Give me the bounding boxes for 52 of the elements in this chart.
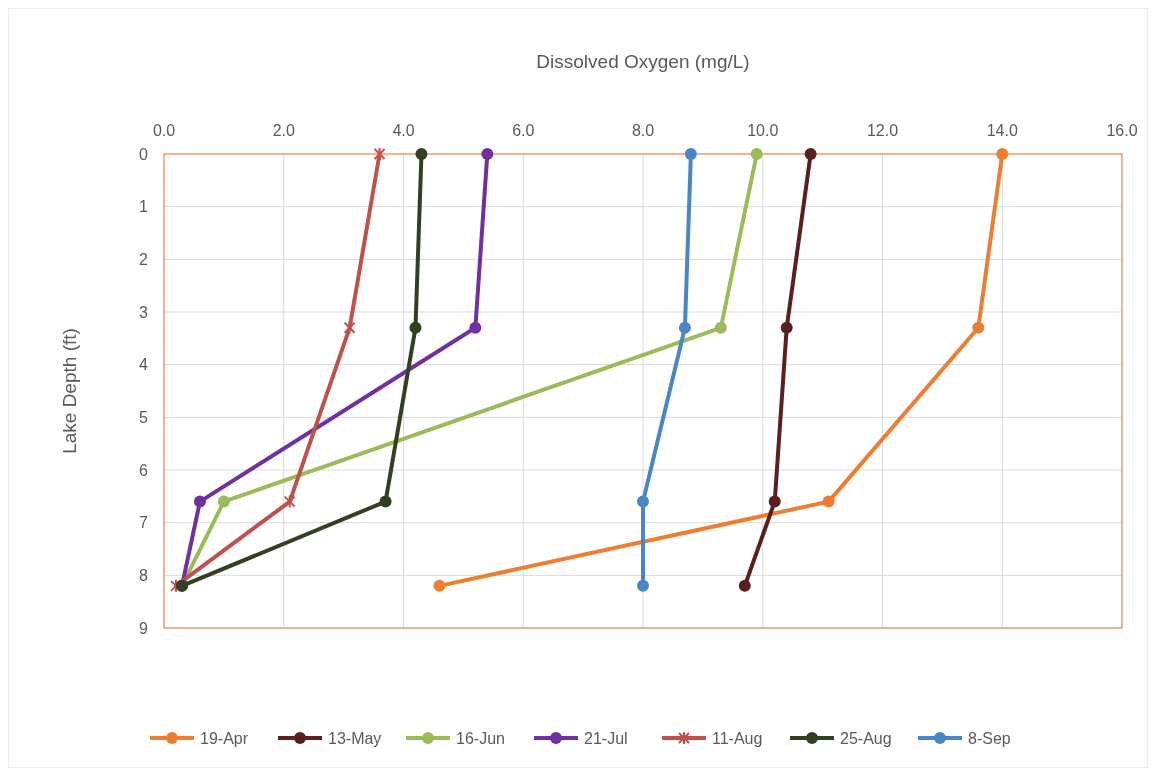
point — [750, 148, 763, 160]
y-axis-title: Lake Depth (ft) — [59, 328, 80, 454]
legend-label: 11-Aug — [712, 729, 763, 747]
y-tick-label: 8 — [139, 566, 149, 584]
point — [822, 495, 835, 508]
point — [415, 148, 428, 160]
point — [409, 321, 422, 334]
point — [379, 495, 392, 508]
point — [637, 579, 649, 592]
legend-label: 8-Sep — [968, 729, 1011, 747]
point — [193, 495, 206, 508]
point — [972, 321, 985, 334]
y-tick-label: 5 — [139, 408, 149, 426]
point — [996, 148, 1009, 160]
point — [433, 579, 446, 592]
point — [217, 495, 230, 508]
legend-label: 19-Apr — [200, 729, 249, 747]
point — [481, 148, 494, 160]
point — [373, 147, 386, 161]
x-tick-label: 10.0 — [747, 122, 779, 139]
y-tick-label: 2 — [139, 250, 149, 268]
y-tick-label: 0 — [139, 145, 149, 163]
x-tick-label: 4.0 — [392, 122, 415, 139]
x-tick-label: 16.0 — [1106, 122, 1138, 139]
x-tick-label: 12.0 — [866, 122, 899, 139]
point — [738, 579, 751, 592]
point — [469, 321, 482, 334]
point — [714, 321, 727, 334]
point — [780, 321, 793, 334]
point — [678, 321, 691, 334]
point — [637, 495, 649, 508]
point — [343, 320, 356, 335]
point — [283, 494, 296, 509]
legend-label: 25-Aug — [840, 729, 892, 747]
x-tick-label: 2.0 — [272, 122, 295, 139]
y-tick-label: 4 — [139, 356, 149, 374]
x-tick-label: 0.0 — [152, 122, 176, 139]
point — [804, 148, 817, 160]
point — [768, 495, 781, 508]
legend-label: 21-Jul — [584, 729, 628, 747]
y-tick-label: 6 — [139, 461, 149, 479]
y-tick-label: 3 — [139, 303, 149, 321]
x-tick-label: 14.0 — [986, 122, 1018, 139]
x-tick-label: 8.0 — [631, 122, 655, 139]
x-axis-title: Dissolved Oxygen (mg/L) — [536, 51, 750, 72]
y-tick-label: 1 — [139, 198, 149, 216]
y-tick-label: 9 — [139, 619, 149, 637]
legend-label: 16-Jun — [456, 729, 505, 747]
legend-label: 13-May — [328, 729, 382, 747]
y-tick-label: 7 — [139, 514, 149, 532]
x-tick-label: 6.0 — [512, 122, 535, 139]
point — [684, 148, 697, 160]
